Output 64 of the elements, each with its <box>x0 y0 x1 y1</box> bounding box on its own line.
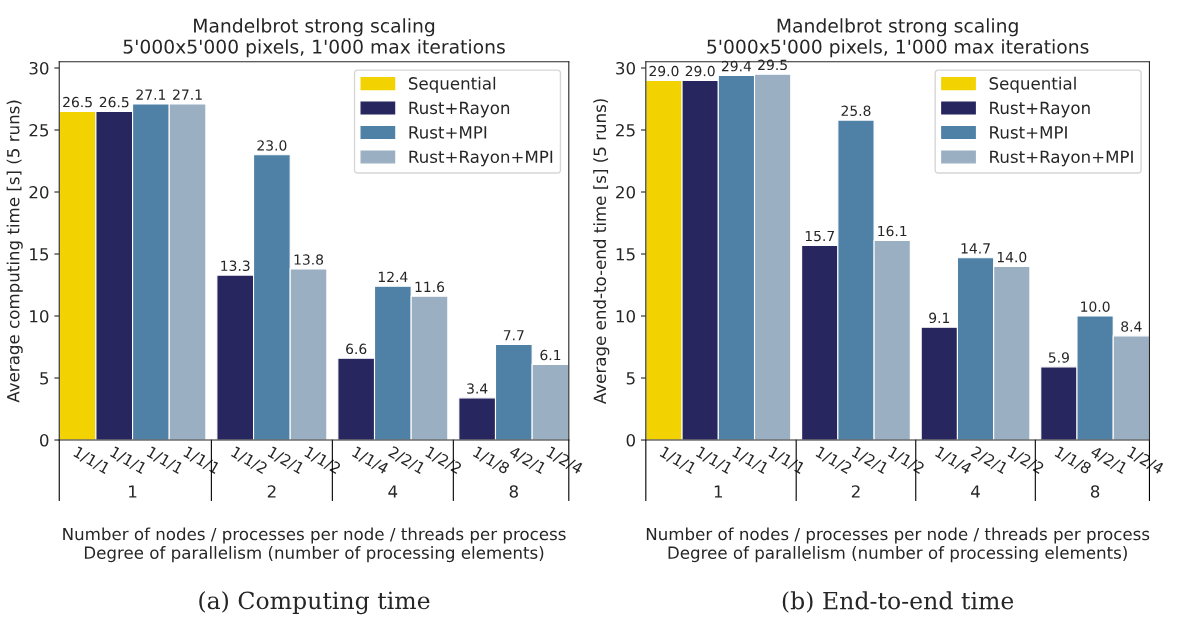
x-axis-title: Number of nodes / processes per node / threads per process Degree of parallelism (number of processing elements) <box>63 527 566 563</box>
legend-label: Sequential <box>989 76 1076 93</box>
data-label: 3.4 <box>467 383 488 394</box>
text: 8 <box>1090 485 1100 498</box>
y-tick-label: 10 <box>616 309 635 323</box>
data-label: 5.9 <box>1048 352 1069 363</box>
y-tick-label: 30 <box>616 61 635 75</box>
legend-label: Rust+Rayon+MPI <box>990 150 1133 167</box>
legend-label: Rust+Rayon+MPI <box>409 150 553 167</box>
chart-title: Mandelbrot strong scaling 5'000x5'000 pixels, 1'000 max iterations <box>123 18 505 58</box>
text: (b) End-to-end time <box>782 591 1014 613</box>
data-label: 27.1 <box>136 89 166 100</box>
data-label: 13.3 <box>221 260 250 272</box>
data-label: 15.7 <box>805 230 835 242</box>
text: (a) Computing time <box>199 591 430 615</box>
y-tick-label: 0 <box>40 433 49 447</box>
y-axis-title: Average computing time [s] (5 runs) <box>6 100 23 403</box>
text: 2 <box>267 485 276 498</box>
data-label: 14.0 <box>997 251 1027 263</box>
data-label: 29.4 <box>721 60 752 72</box>
y-tick-label: 10 <box>30 309 49 323</box>
data-label: 7.7 <box>503 330 524 341</box>
y-tick-label: 5 <box>626 372 635 385</box>
data-label: 10.0 <box>1081 301 1110 312</box>
text: 4 <box>971 485 980 498</box>
data-label: 23.0 <box>257 140 287 151</box>
text: 1 <box>714 485 723 498</box>
data-label: 26.5 <box>99 96 129 108</box>
y-tick-label: 5 <box>40 372 49 385</box>
x-axis-title: Number of nodes / processes per node / threads per process Degree of parallelism (number of processing elements) <box>646 527 1150 563</box>
y-axis-title: Average end-to-end time [s] (5 runs) <box>593 99 610 404</box>
data-label: 8.4 <box>1121 321 1142 332</box>
data-label: 11.6 <box>415 281 445 293</box>
data-label: 9.1 <box>929 312 950 324</box>
y-tick-label: 30 <box>29 61 49 75</box>
data-label: 16.1 <box>878 225 907 237</box>
y-tick-label: 20 <box>29 185 49 199</box>
y-tick-label: 15 <box>30 248 49 261</box>
legend-label: Rust+Rayon <box>990 101 1090 118</box>
text: 1 <box>129 485 137 498</box>
data-label: 14.7 <box>961 243 990 254</box>
data-label: 25.8 <box>841 105 871 116</box>
data-label: 27.1 <box>173 89 202 100</box>
data-label: 12.4 <box>378 271 408 282</box>
text: 8 <box>509 485 518 498</box>
legend-label: Sequential <box>408 76 496 93</box>
y-tick-label: 0 <box>626 433 635 447</box>
y-tick-label: 20 <box>616 185 635 199</box>
chart-title: Mandelbrot strong scaling 5'000x5'000 pixels, 1'000 max iterations <box>707 18 1089 58</box>
legend-label: Rust+MPI <box>409 126 487 139</box>
legend-label: Rust+MPI <box>990 126 1067 139</box>
y-tick-label: 25 <box>616 123 635 137</box>
text: 2 <box>851 485 860 498</box>
data-label: 13.8 <box>294 254 324 265</box>
text: 4 <box>388 485 398 498</box>
data-label: 29.0 <box>649 65 679 77</box>
data-label: 29.0 <box>685 65 715 77</box>
data-label: 26.5 <box>63 96 92 108</box>
data-label: 29.5 <box>758 59 787 71</box>
y-tick-label: 25 <box>29 123 49 137</box>
y-tick-label: 15 <box>616 248 635 261</box>
data-label: 6.6 <box>346 343 367 355</box>
legend-label: Rust+Rayon <box>409 101 510 118</box>
data-label: 6.1 <box>540 349 561 361</box>
